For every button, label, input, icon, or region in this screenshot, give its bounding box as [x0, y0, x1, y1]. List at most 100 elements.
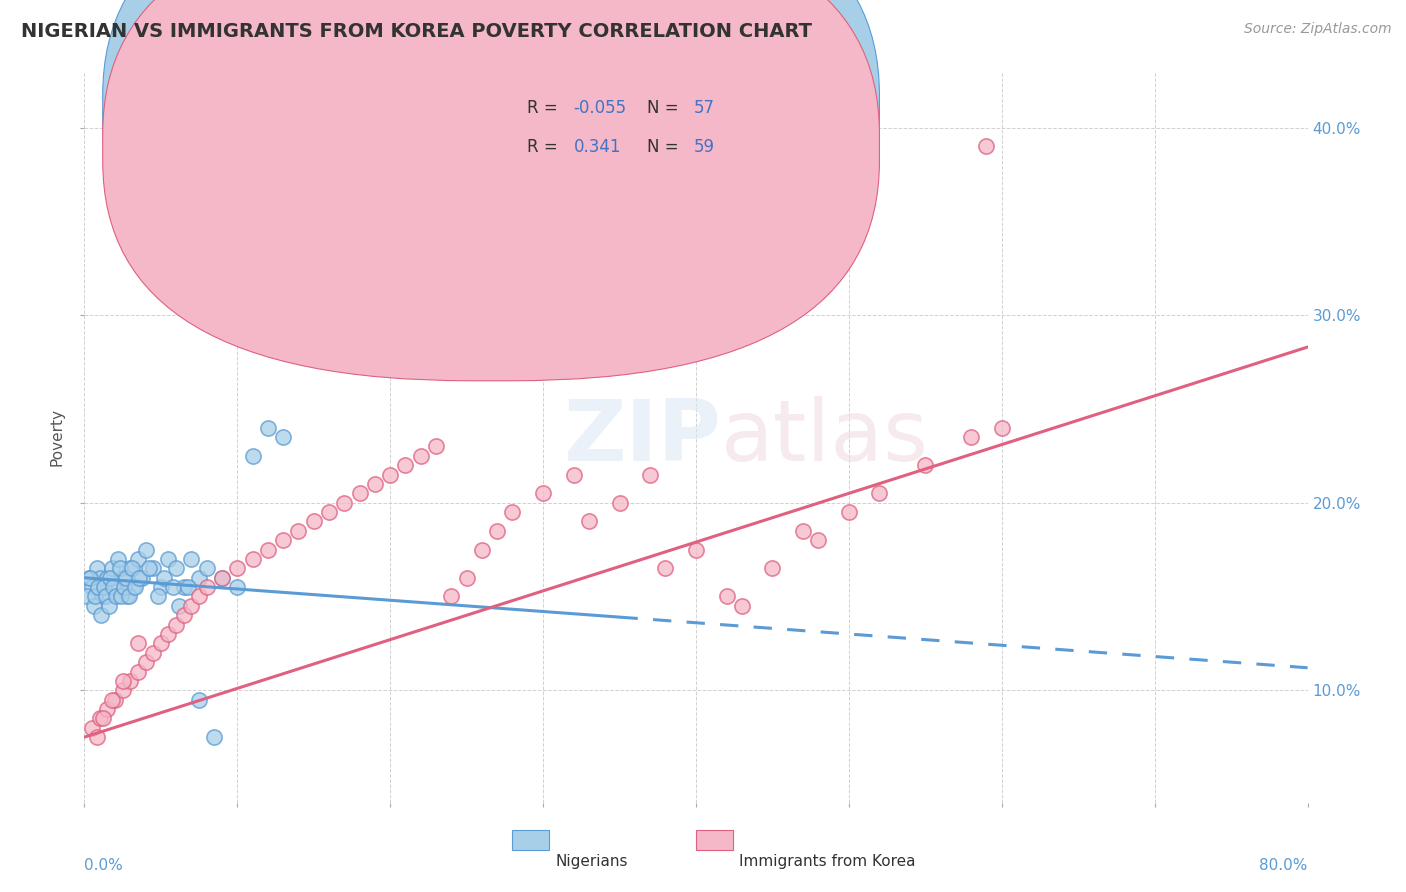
Point [271, 430, 294, 444]
Point [180, 552, 202, 566]
Point [349, 486, 371, 500]
Point [195, 580, 218, 594]
Point [364, 477, 387, 491]
Point [716, 590, 738, 604]
Point [471, 542, 494, 557]
Point [173, 608, 195, 623]
Point [302, 515, 325, 529]
Point [110, 590, 132, 604]
Point [94, 590, 117, 604]
Point [124, 580, 146, 594]
Point [114, 571, 136, 585]
Point [380, 467, 402, 482]
Point [257, 420, 280, 434]
FancyBboxPatch shape [103, 0, 880, 342]
Point [135, 655, 157, 669]
Point [96, 571, 118, 585]
Point [146, 590, 169, 604]
Point [562, 467, 585, 482]
Point [149, 636, 172, 650]
Point [425, 440, 447, 454]
Point [531, 486, 554, 500]
Point [107, 552, 129, 566]
Point [456, 571, 478, 585]
Point [502, 505, 524, 519]
Point [333, 496, 356, 510]
Point [118, 590, 141, 604]
Point [257, 542, 280, 557]
Point [409, 449, 432, 463]
Point [578, 515, 600, 529]
Point [104, 692, 127, 706]
Point [242, 449, 264, 463]
Point [318, 505, 340, 519]
Point [149, 580, 172, 594]
Point [111, 683, 134, 698]
Bar [513, 830, 550, 850]
Text: 80.0%: 80.0% [1260, 858, 1308, 872]
Point [83, 599, 105, 613]
Point [101, 561, 124, 575]
Point [731, 599, 754, 613]
FancyBboxPatch shape [103, 0, 880, 381]
Point [77, 571, 100, 585]
Point [180, 599, 202, 613]
Point [162, 580, 184, 594]
Point [685, 542, 707, 557]
Point [105, 590, 128, 604]
Point [991, 420, 1014, 434]
Point [90, 608, 112, 623]
Text: atlas: atlas [720, 395, 928, 479]
Point [188, 571, 211, 585]
Text: 0.341: 0.341 [574, 138, 621, 156]
Point [202, 730, 225, 744]
Point [127, 552, 149, 566]
Point [121, 561, 143, 575]
Point [127, 665, 149, 679]
Point [80, 580, 103, 594]
Text: N =: N = [647, 138, 683, 156]
Text: ZIP: ZIP [562, 395, 720, 479]
Point [86, 730, 108, 744]
Point [167, 599, 190, 613]
Point [195, 561, 218, 575]
Point [127, 636, 149, 650]
Point [838, 505, 860, 519]
Point [120, 561, 142, 575]
Point [91, 711, 114, 725]
Point [394, 458, 416, 473]
Point [914, 458, 936, 473]
Point [128, 571, 150, 585]
Text: Nigerians: Nigerians [555, 854, 628, 869]
Text: Immigrants from Korea: Immigrants from Korea [738, 854, 915, 869]
Point [188, 692, 211, 706]
Point [440, 590, 463, 604]
Point [486, 524, 509, 538]
Point [97, 599, 120, 613]
Point [226, 561, 249, 575]
Text: 59: 59 [693, 138, 714, 156]
Point [86, 561, 108, 575]
Point [131, 571, 153, 585]
Point [165, 561, 187, 575]
Point [111, 571, 134, 585]
Point [89, 711, 111, 725]
Point [792, 524, 814, 538]
Point [761, 561, 783, 575]
Point [98, 571, 121, 585]
Point [112, 580, 135, 594]
Point [111, 673, 134, 688]
Bar [696, 830, 733, 850]
Point [654, 561, 676, 575]
Point [960, 430, 983, 444]
Point [287, 524, 309, 538]
Text: 0.0%: 0.0% [84, 858, 124, 872]
Point [177, 580, 200, 594]
Point [120, 673, 142, 688]
Point [89, 571, 111, 585]
Text: -0.055: -0.055 [574, 99, 627, 117]
Point [104, 580, 127, 594]
Point [142, 561, 165, 575]
Point [79, 571, 101, 585]
Point [271, 533, 294, 548]
